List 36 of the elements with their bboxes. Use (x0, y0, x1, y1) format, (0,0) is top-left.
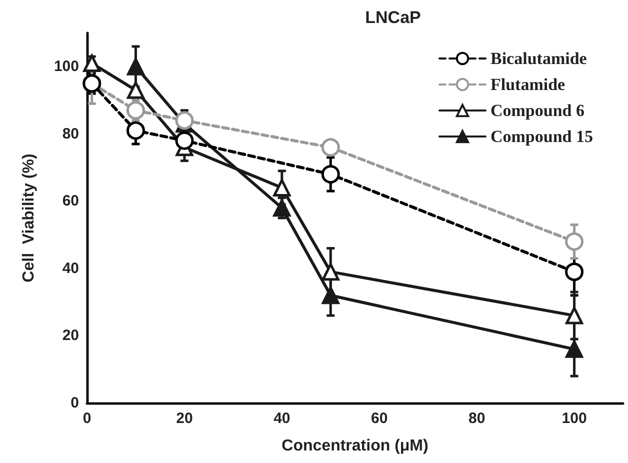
y-tick-label: 20 (62, 327, 79, 344)
point (322, 286, 340, 304)
legend-label: Compound 6 (490, 101, 585, 120)
point (83, 54, 101, 72)
point (565, 262, 584, 282)
x-tick-label: 100 (562, 410, 587, 427)
point (126, 101, 145, 120)
point (321, 138, 340, 157)
point (565, 232, 584, 251)
y-tick-label: 100 (54, 58, 79, 76)
x-tick-label: 20 (176, 410, 193, 427)
legend-label: Flutamide (490, 75, 566, 94)
legend-label: Compound 15 (490, 127, 594, 146)
y-tick-label: 0 (70, 394, 79, 412)
point (126, 81, 144, 99)
point (566, 340, 584, 358)
x-tick-label: 40 (274, 410, 290, 427)
point (322, 263, 340, 281)
point (126, 121, 145, 140)
point (273, 178, 291, 196)
y-tick-label: 40 (62, 260, 79, 277)
x-tick-label: 60 (371, 410, 388, 427)
point (566, 306, 584, 324)
chart-title: LNCaP (365, 8, 421, 27)
point (273, 199, 291, 217)
y-tick-label: 60 (62, 192, 79, 210)
point (175, 111, 194, 130)
legend-label: Bicalutamide (490, 49, 588, 68)
y-axis-title: Cell Viability (%) (20, 154, 38, 282)
x-axis-title: Concentration (μM) (282, 438, 428, 454)
y-tick-label: 80 (62, 125, 79, 142)
point (321, 165, 340, 184)
x-tick-label: 80 (468, 410, 486, 427)
x-tick-label: 0 (82, 410, 92, 427)
point (126, 58, 144, 76)
point (175, 131, 194, 150)
